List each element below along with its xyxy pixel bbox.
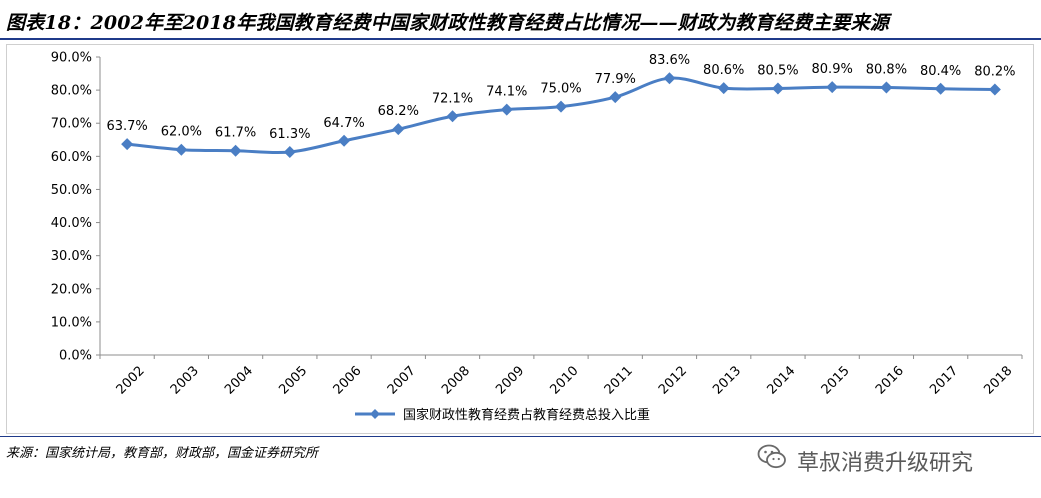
data-point-marker bbox=[229, 144, 242, 157]
y-tick-label: 60.0% bbox=[51, 150, 92, 165]
x-tick-label: 2005 bbox=[276, 364, 310, 398]
data-label: 61.3% bbox=[269, 127, 310, 142]
data-point-marker bbox=[175, 143, 188, 156]
line-chart: 0.0% 10.0% 20.0% 30.0% 40.0% 50.0% 60.0% 70.0% 8… bbox=[51, 51, 1023, 423]
footer-divider bbox=[0, 436, 1041, 437]
x-tick-label: 2008 bbox=[439, 364, 473, 398]
data-label: 80.5% bbox=[757, 63, 798, 78]
y-tick-label: 50.0% bbox=[51, 183, 92, 198]
data-label: 74.1% bbox=[486, 85, 527, 100]
data-point-marker bbox=[826, 81, 839, 94]
data-point-marker bbox=[934, 82, 947, 95]
data-label: 80.2% bbox=[974, 64, 1015, 79]
data-label: 72.1% bbox=[432, 91, 473, 106]
x-tick-label: 2013 bbox=[710, 364, 744, 398]
y-tick-label: 10.0% bbox=[51, 315, 92, 330]
data-label: 62.0% bbox=[161, 125, 202, 140]
x-tick-label: 2004 bbox=[222, 364, 256, 398]
data-point-marker bbox=[338, 134, 351, 147]
data-label: 61.7% bbox=[215, 126, 256, 141]
data-label: 83.6% bbox=[649, 53, 690, 68]
data-label: 75.0% bbox=[540, 82, 581, 97]
y-tick-label: 20.0% bbox=[51, 282, 92, 297]
data-point-marker bbox=[717, 82, 730, 95]
data-point-marker bbox=[283, 146, 296, 159]
x-tick-label: 2016 bbox=[873, 364, 907, 398]
x-tick-label: 2009 bbox=[493, 364, 527, 398]
data-point-marker bbox=[121, 138, 134, 151]
y-tick-label: 30.0% bbox=[51, 249, 92, 264]
data-label: 64.7% bbox=[323, 116, 364, 131]
watermark: 草叔消费升级研究 bbox=[757, 441, 1027, 476]
x-tick-label: 2017 bbox=[927, 364, 961, 398]
data-point-marker bbox=[500, 103, 513, 116]
legend-label: 国家财政性教育经费占教育经费总投入比重 bbox=[403, 407, 650, 423]
data-point-marker bbox=[446, 110, 459, 123]
legend-marker bbox=[370, 409, 380, 419]
x-tick-label: 2006 bbox=[331, 364, 365, 398]
data-label: 63.7% bbox=[106, 119, 147, 134]
y-tick-label: 0.0% bbox=[59, 349, 92, 364]
data-point-marker bbox=[663, 72, 676, 85]
data-label: 68.2% bbox=[378, 104, 419, 119]
data-point-marker bbox=[880, 81, 893, 94]
wechat-icon bbox=[757, 444, 786, 469]
x-tick-label: 2014 bbox=[764, 364, 798, 398]
data-label: 80.4% bbox=[920, 64, 961, 79]
watermark-text: 草叔消费升级研究 bbox=[797, 451, 974, 476]
chart-frame bbox=[6, 44, 1034, 434]
data-point-marker bbox=[771, 82, 784, 95]
data-label: 80.8% bbox=[866, 62, 907, 77]
figure-title: 图表18：2002年至2018年我国教育经费中国家财政性教育经费占比情况——财政… bbox=[6, 12, 890, 34]
data-point-marker bbox=[555, 100, 567, 113]
data-point-marker bbox=[988, 83, 1001, 96]
y-tick-label: 80.0% bbox=[51, 84, 92, 99]
source-note: 来源：国家统计局，教育部，财政部，国金证券研究所 bbox=[6, 446, 319, 461]
data-point-marker bbox=[609, 91, 622, 104]
x-tick-label: 2012 bbox=[656, 364, 690, 398]
y-tick-label: 70.0% bbox=[51, 117, 92, 132]
figure-header: 图表18：2002年至2018年我国教育经费中国家财政性教育经费占比情况——财政… bbox=[0, 0, 1041, 40]
x-tick-label: 2003 bbox=[168, 364, 202, 398]
data-label: 80.6% bbox=[703, 63, 744, 78]
x-tick-label: 2011 bbox=[602, 364, 636, 398]
x-tick-label: 2015 bbox=[819, 364, 853, 398]
data-point-marker bbox=[392, 123, 405, 136]
x-tick-label: 2007 bbox=[385, 364, 419, 398]
x-tick-label: 2002 bbox=[114, 364, 148, 398]
x-tick-label: 2010 bbox=[548, 364, 582, 398]
x-tick-label: 2018 bbox=[981, 364, 1015, 398]
data-label: 80.9% bbox=[812, 62, 853, 77]
y-tick-label: 90.0% bbox=[51, 51, 92, 66]
data-label: 77.9% bbox=[595, 72, 636, 87]
y-tick-label: 40.0% bbox=[51, 216, 92, 231]
title-divider bbox=[0, 38, 1041, 40]
